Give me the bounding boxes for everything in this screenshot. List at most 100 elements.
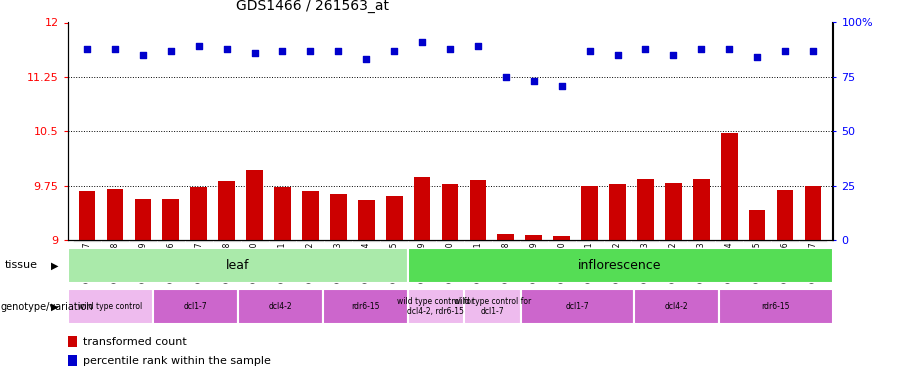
Point: [164, 48, 178, 54]
Bar: [106, 189, 123, 240]
Bar: [240, 240, 268, 242]
Point: [722, 46, 736, 52]
Point: [526, 78, 541, 84]
Bar: [716, 240, 743, 242]
Point: [136, 52, 150, 58]
Bar: [464, 289, 521, 324]
Point: [359, 57, 374, 63]
Bar: [68, 248, 408, 283]
Text: dcl1-7: dcl1-7: [566, 302, 590, 311]
Bar: [73, 240, 101, 242]
Bar: [380, 240, 408, 242]
Bar: [743, 240, 771, 242]
Bar: [386, 196, 402, 240]
Text: wild type control: wild type control: [78, 302, 142, 311]
Bar: [498, 234, 514, 240]
Bar: [470, 180, 486, 240]
Bar: [693, 179, 710, 240]
Bar: [408, 248, 832, 283]
Point: [638, 46, 652, 52]
Bar: [442, 184, 458, 240]
Text: wild type control for
dcl1-7: wild type control for dcl1-7: [454, 297, 531, 316]
Point: [610, 52, 625, 58]
Text: dcl4-2: dcl4-2: [268, 302, 292, 311]
Bar: [660, 240, 688, 242]
Text: wild type control for
dcl4-2, rdr6-15: wild type control for dcl4-2, rdr6-15: [397, 297, 474, 316]
Point: [415, 39, 429, 45]
Bar: [408, 240, 436, 242]
Point: [778, 48, 792, 54]
Bar: [436, 240, 464, 242]
Bar: [322, 289, 408, 324]
Text: genotype/variation: genotype/variation: [1, 302, 94, 312]
Point: [554, 82, 569, 88]
Bar: [548, 240, 576, 242]
Bar: [637, 179, 653, 240]
Text: percentile rank within the sample: percentile rank within the sample: [83, 356, 271, 366]
Point: [80, 46, 94, 52]
Bar: [152, 289, 238, 324]
Text: dcl1-7: dcl1-7: [184, 302, 207, 311]
Text: rdr6-15: rdr6-15: [761, 302, 790, 311]
Bar: [634, 289, 719, 324]
Point: [443, 46, 457, 52]
Bar: [414, 177, 430, 240]
Point: [806, 48, 820, 54]
Bar: [632, 240, 660, 242]
Bar: [576, 240, 604, 242]
Text: dcl4-2: dcl4-2: [665, 302, 688, 311]
Bar: [520, 240, 548, 242]
Point: [192, 44, 206, 50]
Bar: [799, 240, 827, 242]
Text: GDS1466 / 261563_at: GDS1466 / 261563_at: [236, 0, 389, 13]
Bar: [554, 236, 570, 240]
Text: inflorescence: inflorescence: [578, 259, 662, 272]
Text: transformed count: transformed count: [83, 336, 186, 346]
Point: [108, 46, 122, 52]
Bar: [721, 134, 738, 240]
Point: [387, 48, 401, 54]
Point: [750, 54, 764, 60]
Point: [666, 52, 680, 58]
Bar: [184, 240, 212, 242]
Point: [694, 46, 708, 52]
Bar: [805, 186, 822, 240]
Bar: [408, 289, 464, 324]
Bar: [719, 289, 832, 324]
Point: [499, 74, 513, 80]
Text: tissue: tissue: [4, 260, 38, 270]
Bar: [101, 240, 129, 242]
Bar: [665, 183, 681, 240]
Bar: [302, 191, 319, 240]
Point: [248, 50, 262, 56]
Text: ▶: ▶: [51, 302, 59, 312]
Bar: [771, 240, 799, 242]
Bar: [129, 240, 157, 242]
Bar: [68, 336, 77, 347]
Bar: [268, 240, 296, 242]
Bar: [330, 194, 346, 240]
Point: [220, 46, 234, 52]
Bar: [247, 170, 263, 240]
Bar: [526, 235, 542, 240]
Bar: [777, 190, 794, 240]
Bar: [68, 355, 77, 366]
Bar: [212, 240, 240, 242]
Point: [471, 44, 485, 50]
Bar: [324, 240, 352, 242]
Bar: [492, 240, 520, 242]
Bar: [358, 200, 374, 240]
Bar: [604, 240, 632, 242]
Text: leaf: leaf: [226, 259, 249, 272]
Bar: [521, 289, 634, 324]
Bar: [134, 199, 151, 240]
Bar: [581, 186, 598, 240]
Bar: [219, 180, 235, 240]
Bar: [274, 187, 291, 240]
Text: ▶: ▶: [51, 260, 59, 270]
Bar: [464, 240, 492, 242]
Bar: [157, 240, 184, 242]
Bar: [162, 200, 179, 240]
Point: [275, 48, 290, 54]
Bar: [68, 289, 152, 324]
